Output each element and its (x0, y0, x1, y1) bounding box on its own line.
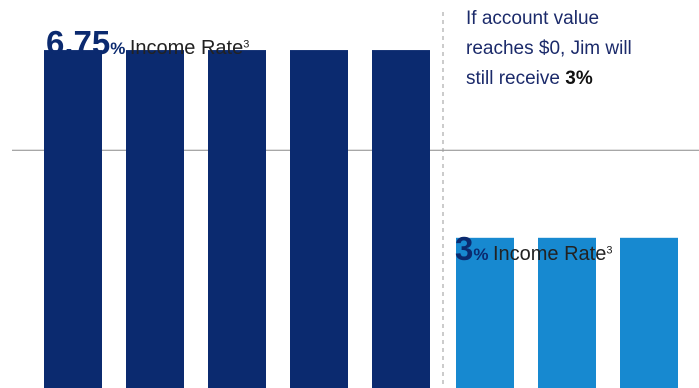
high-rate-bar-2 (126, 50, 184, 388)
high-rate-footnote: 3 (243, 38, 250, 51)
high-rate-bars (44, 50, 430, 388)
high-rate-bar-3 (208, 50, 266, 388)
note-line-1: If account value (466, 8, 600, 29)
high-rate-bar-4 (290, 50, 348, 388)
high-rate-bar-5 (372, 50, 430, 388)
low-rate-text: Income Rate (492, 243, 607, 265)
note-line-2: reaches $0, Jim will (466, 38, 632, 59)
high-rate-label: 6.75% Income Rate3 (46, 24, 249, 62)
note-line-3-text: still receive (466, 68, 566, 89)
low-rate-label: 3% Income Rate3 (455, 230, 612, 268)
low-rate-value: 3 (455, 230, 474, 267)
low-rate-bar-2 (538, 237, 596, 388)
note-emphasis: 3% (565, 68, 593, 89)
low-rate-bar-1 (456, 237, 514, 388)
guarantee-note: If account value reaches $0, Jim will st… (466, 4, 691, 94)
low-rate-bar-3 (620, 237, 678, 388)
note-line-3: still receive 3% (466, 64, 691, 94)
low-rate-bars (456, 237, 678, 388)
high-rate-percent: % (110, 39, 126, 58)
high-rate-text: Income Rate (129, 37, 244, 59)
high-rate-bar-1 (44, 50, 102, 388)
low-rate-percent: % (473, 245, 489, 264)
low-rate-footnote: 3 (606, 244, 613, 257)
high-rate-value: 6.75 (46, 24, 111, 61)
